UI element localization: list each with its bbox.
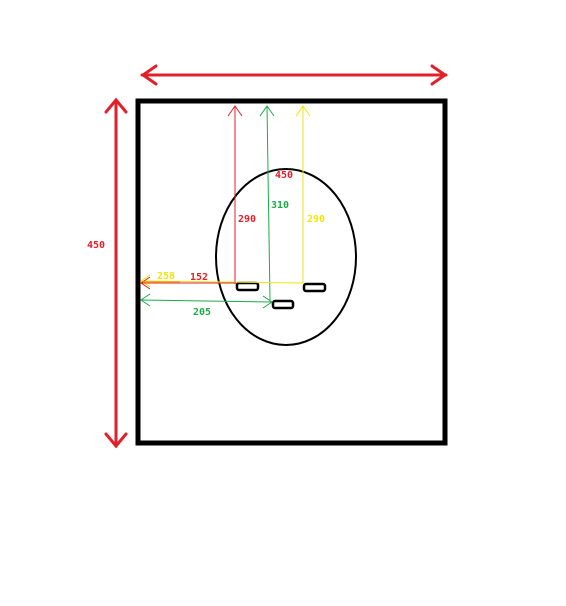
- slot-bottom: [271, 299, 295, 310]
- top-width-arrow: [140, 64, 448, 86]
- outer-height-label: 450: [87, 240, 105, 251]
- yellow-vertical-arrow: [295, 105, 311, 283]
- red-vertical-arrow: [227, 105, 243, 284]
- green-horizontal-label: 205: [193, 307, 211, 318]
- green-horizontal-arrow: [140, 293, 273, 309]
- green-vertical-label: 310: [271, 200, 289, 211]
- red-horizontal-label: 152: [190, 272, 208, 283]
- slot-right: [302, 282, 327, 293]
- red-horizontal-arrow: [140, 276, 236, 290]
- red-vertical-label: 290: [238, 214, 256, 225]
- yellow-horizontal-label: 258: [157, 271, 175, 282]
- inner-width-label: 450: [275, 170, 293, 181]
- slot-left: [235, 281, 260, 292]
- left-height-arrow: [104, 97, 128, 449]
- yellow-vertical-label: 290: [307, 214, 325, 225]
- outer-rectangle: [135, 98, 448, 446]
- green-vertical-arrow: [259, 105, 275, 301]
- oval-outline: [215, 168, 357, 346]
